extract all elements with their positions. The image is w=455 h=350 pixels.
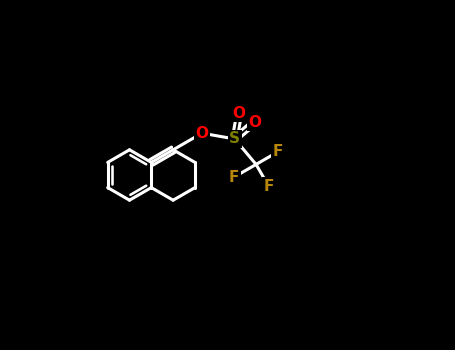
Text: O: O bbox=[248, 114, 261, 130]
Text: S: S bbox=[229, 132, 240, 146]
Text: F: F bbox=[263, 179, 274, 194]
Text: F: F bbox=[229, 169, 239, 184]
Text: F: F bbox=[273, 144, 283, 159]
Text: O: O bbox=[196, 126, 208, 141]
Text: O: O bbox=[233, 106, 246, 121]
